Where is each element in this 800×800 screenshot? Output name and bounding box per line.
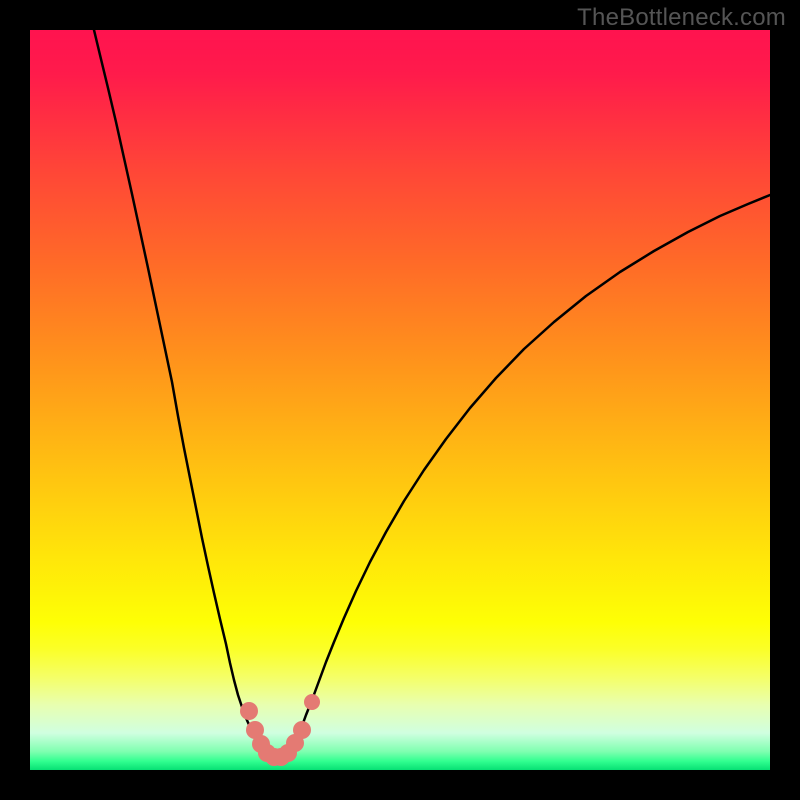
chart-frame: TheBottleneck.com (0, 0, 800, 800)
marker-point (304, 694, 320, 710)
watermark-text: TheBottleneck.com (577, 4, 786, 32)
plot-svg (30, 30, 770, 770)
marker-point (240, 702, 258, 720)
marker-point (293, 721, 311, 739)
plot-area (30, 30, 770, 770)
gradient-background (30, 30, 770, 770)
